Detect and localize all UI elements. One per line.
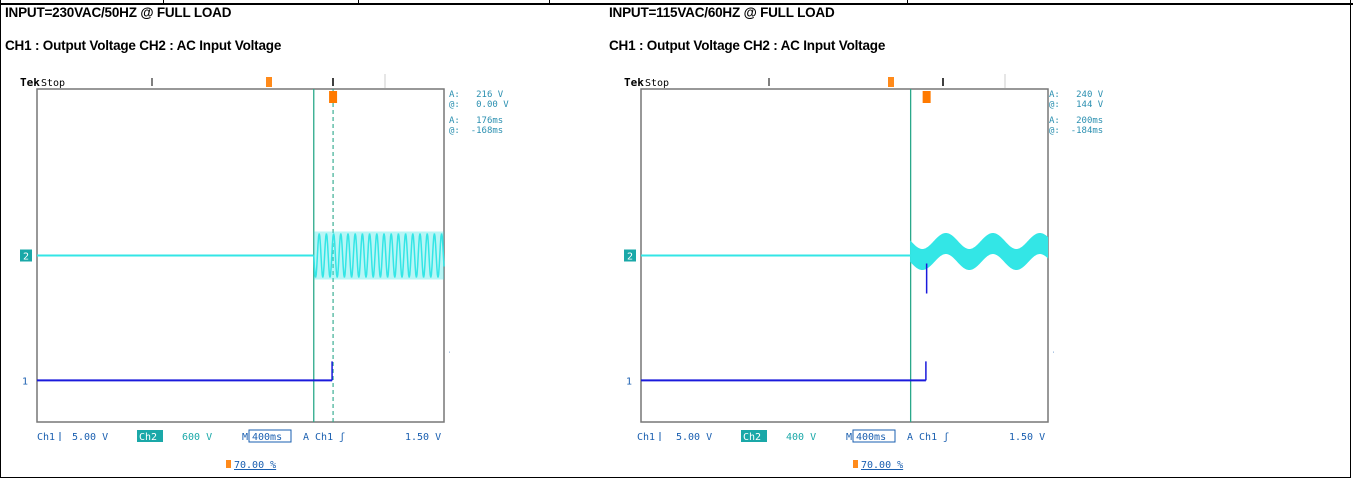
- timebase-value: 400ms: [252, 432, 282, 443]
- trigger-pos-value: 70.00 %: [861, 460, 903, 470]
- plot-area: 2 1 ←: [624, 89, 1054, 422]
- ch1-label: Ch1: [37, 432, 55, 443]
- top-border: [0, 0, 1353, 5]
- ch2-label-box: [741, 430, 767, 442]
- ch2-trace-ac: [910, 233, 1049, 270]
- trigger-position-icon: [888, 77, 894, 87]
- readout-value: 200ms: [1076, 116, 1104, 126]
- acq-state: Stop: [41, 78, 65, 89]
- trigger-level: 1.50 V: [1009, 432, 1045, 443]
- ch2-label-box: [137, 430, 163, 442]
- timebase-box: [248, 429, 292, 443]
- readout-value: 144 V: [1076, 100, 1104, 110]
- ch2-marker-icon: [20, 249, 32, 262]
- ch2-trace-ac: [313, 233, 445, 278]
- readout-label: A:: [449, 90, 460, 100]
- readout-value: 0.00 V: [476, 100, 509, 110]
- cursor-readouts: A: 240 V @: 144 V A: 200ms @: -184ms: [1049, 90, 1103, 136]
- trigger-marker-icon: [329, 91, 338, 103]
- readout-label: @:: [1049, 126, 1060, 136]
- trigger-level-arrow: ←: [1053, 344, 1054, 358]
- ch2-scale: 600 V: [182, 432, 212, 443]
- ch2-marker-text: 2: [627, 252, 633, 263]
- ch2-marker-icon: [624, 249, 636, 262]
- readout-label: A:: [1049, 116, 1060, 126]
- ch2-label: Ch2: [743, 432, 761, 443]
- ch2-envelope: [313, 231, 444, 280]
- readout-label: @:: [449, 126, 460, 136]
- trigger-pos-value: 70.00 %: [234, 460, 276, 470]
- scope-panel-left: INPUT=230VAC/50HZ @ FULL LOAD CH1 : Outp…: [0, 0, 660, 479]
- acq-state: Stop: [645, 78, 669, 89]
- readout-value: 216 V: [476, 90, 504, 100]
- trigger-label: A Ch1 ʃ: [907, 432, 949, 443]
- trigger-pos-icon: [853, 460, 858, 468]
- timebase-value: 400ms: [856, 432, 886, 443]
- ch1-scale: 5.00 V: [72, 432, 108, 443]
- ch1-marker-icon: 1: [22, 376, 28, 387]
- trigger-pos-icon: [226, 460, 231, 468]
- brand-label: Tek: [20, 76, 40, 89]
- readout-value: 176ms: [476, 116, 504, 126]
- ch1-label: Ch1: [637, 432, 655, 443]
- cursor-readouts: A: 216 V @: 0.00 V A: 176ms @: -168ms: [449, 90, 509, 136]
- ch1-marker-icon: 1: [626, 376, 632, 387]
- timebase-box: [852, 429, 896, 443]
- brand-label: Tek: [624, 76, 644, 89]
- readout-label: @:: [1049, 100, 1060, 110]
- timebase-label: M: [242, 432, 248, 443]
- trigger-label: A Ch1 ʃ: [303, 432, 345, 443]
- readout-value: -184ms: [1070, 126, 1104, 136]
- panel-title: INPUT=115VAC/60HZ @ FULL LOAD: [609, 5, 835, 20]
- oscilloscope-screen: Tek Stop 2 1 ← Ch1 5.00 V Ch2 600 V M 400m…: [20, 74, 450, 470]
- readout-label: A:: [1049, 90, 1060, 100]
- ch1-scale: 5.00 V: [676, 432, 712, 443]
- oscilloscope-screen: Tek Stop 2 1 ← Ch1 5.00 V Ch2 400 V M 400m…: [624, 74, 1054, 470]
- readout-value: -168ms: [470, 126, 504, 136]
- readout-label: @:: [449, 100, 460, 110]
- trigger-level: 1.50 V: [405, 432, 441, 443]
- panel-subtitle: CH1 : Output Voltage CH2 : AC Input Volt…: [609, 38, 886, 53]
- trigger-level-arrow: ←: [449, 344, 450, 358]
- panel-title: INPUT=230VAC/50HZ @ FULL LOAD: [5, 5, 232, 20]
- scope-panel-right: INPUT=115VAC/60HZ @ FULL LOAD CH1 : Outp…: [604, 0, 1264, 479]
- ch2-scale: 400 V: [786, 432, 816, 443]
- readout-label: A:: [449, 116, 460, 126]
- ch2-marker-text: 2: [23, 252, 29, 263]
- timebase-label: M: [846, 432, 852, 443]
- readout-value: 240 V: [1076, 90, 1104, 100]
- trigger-position-icon: [266, 77, 272, 87]
- trigger-marker-icon: [922, 91, 931, 103]
- plot-area: 2 1 ←: [20, 89, 450, 422]
- ch2-label: Ch2: [139, 432, 157, 443]
- panel-subtitle: CH1 : Output Voltage CH2 : AC Input Volt…: [5, 38, 282, 53]
